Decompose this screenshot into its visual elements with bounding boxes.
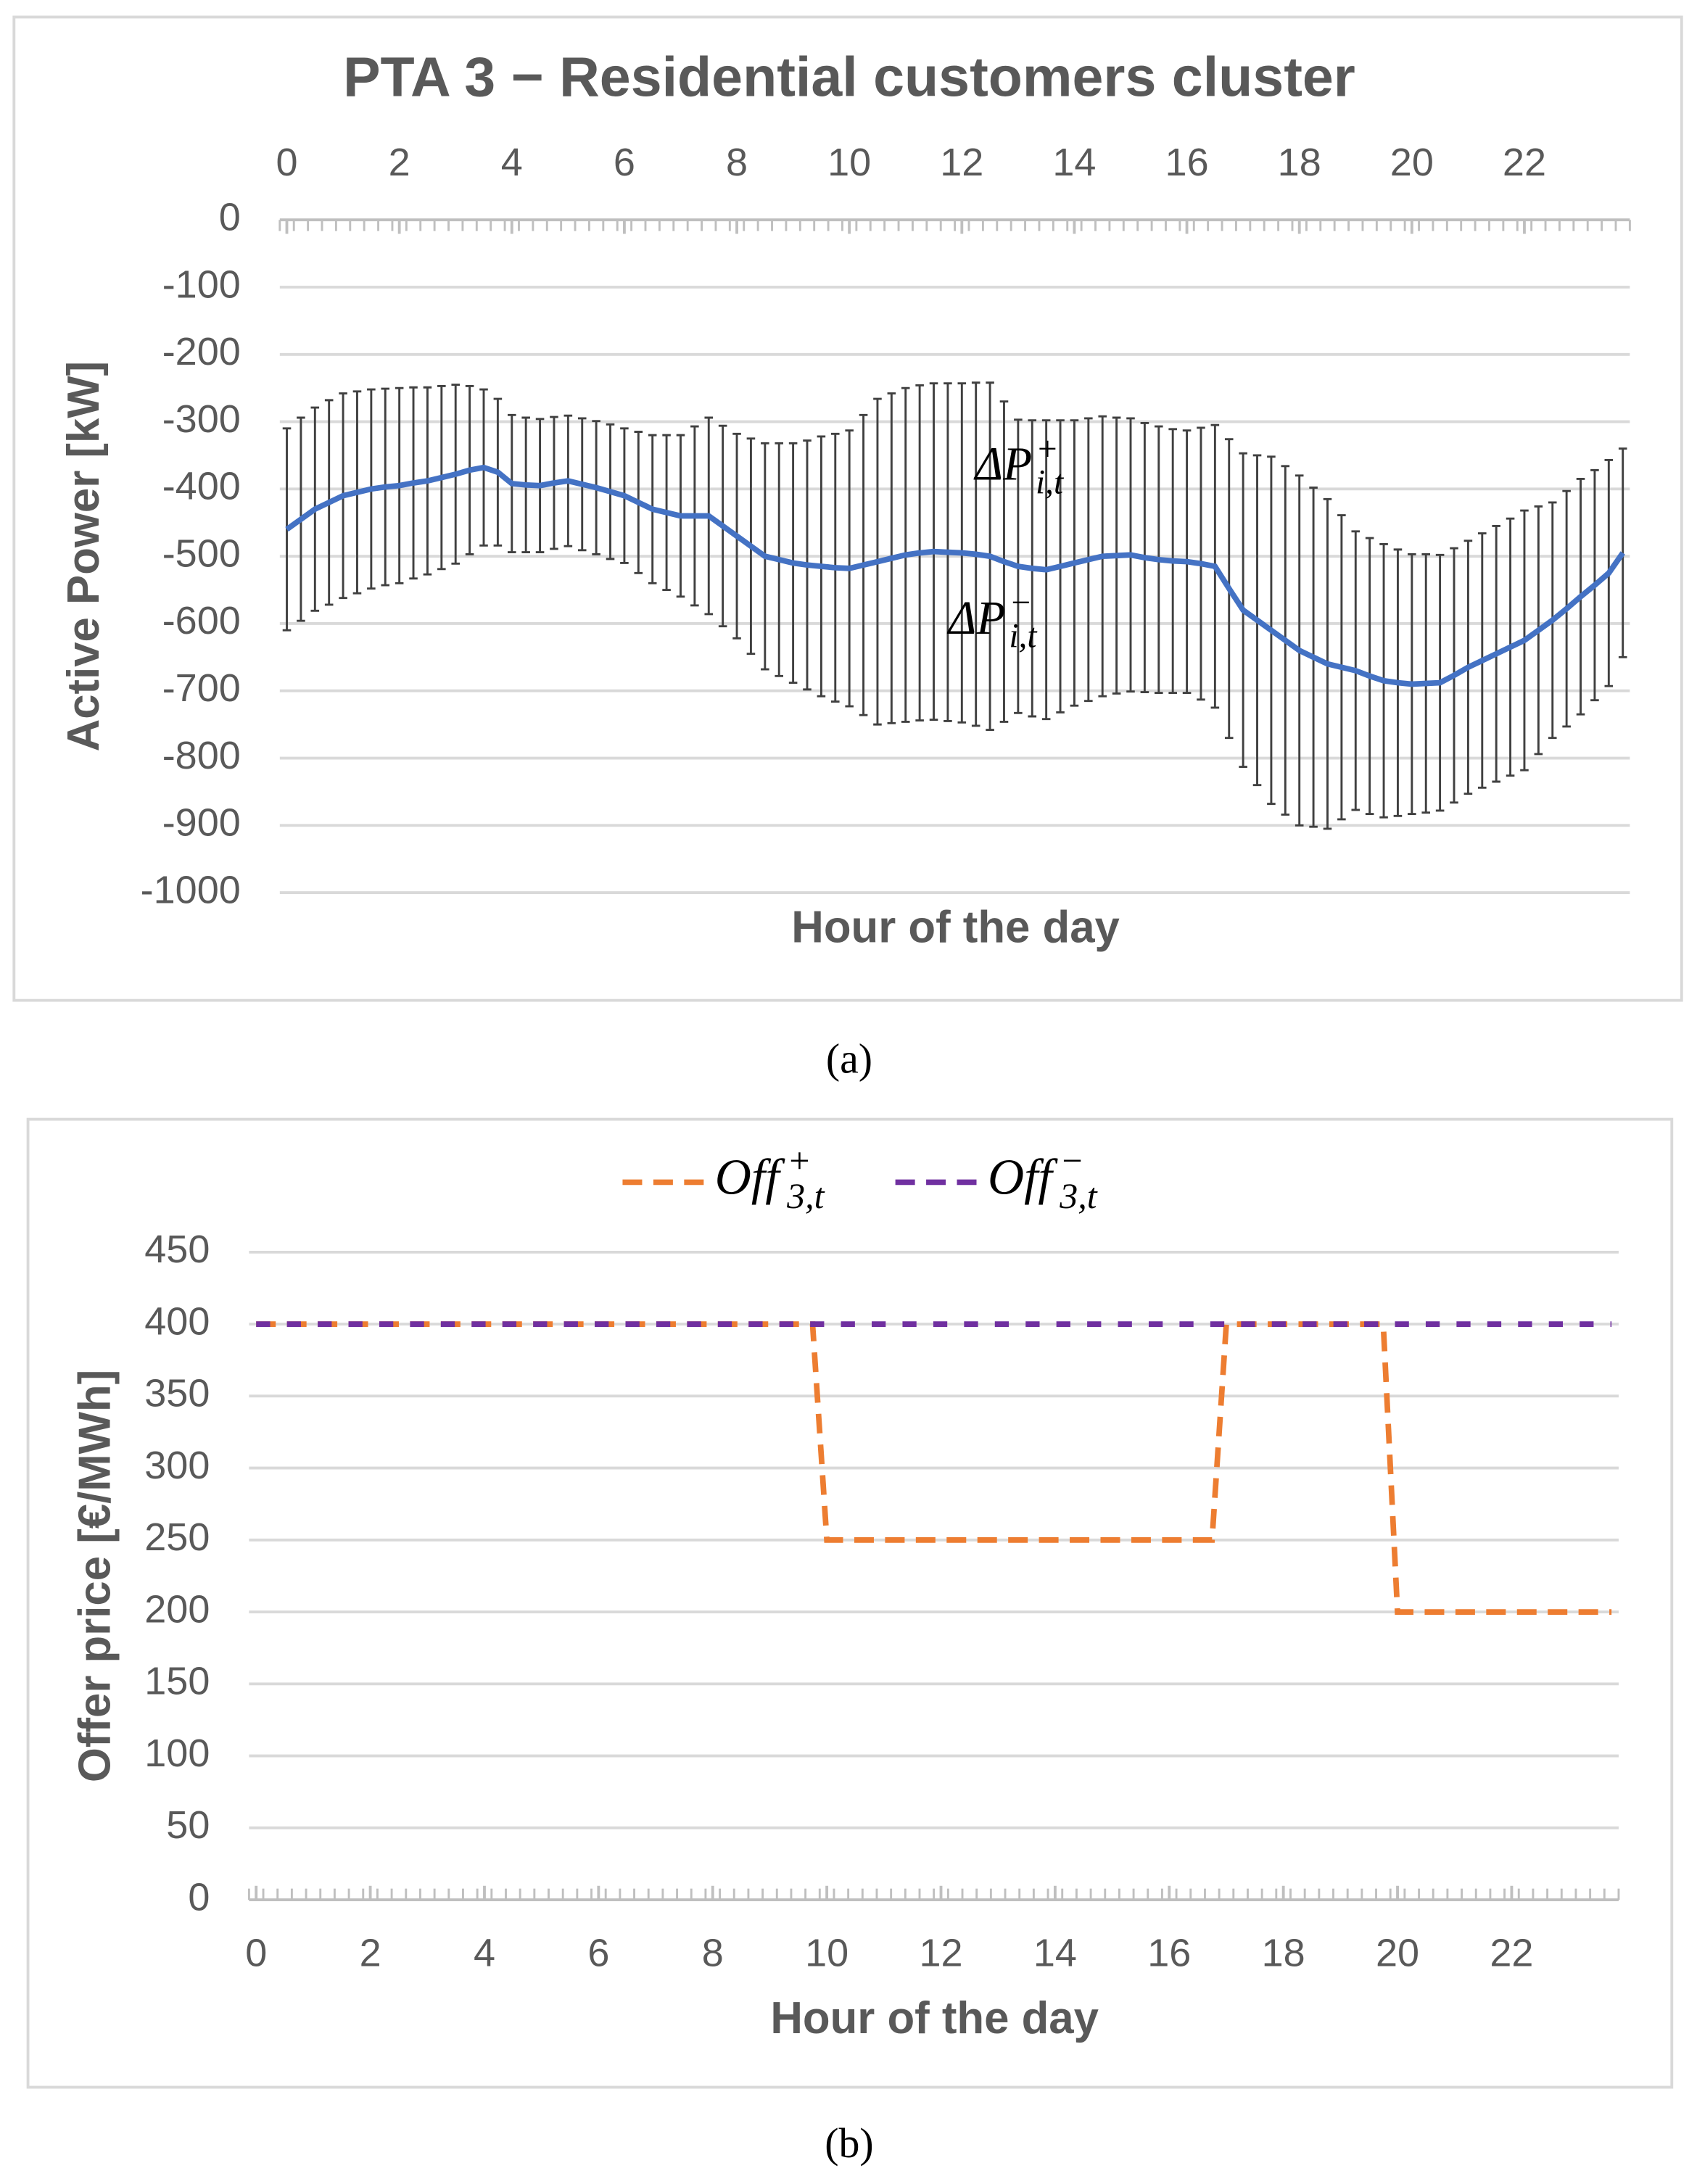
annotation-sup: + <box>1036 430 1059 468</box>
y-tick-label: -1000 <box>141 868 241 911</box>
x-tick-label: 16 <box>1165 141 1209 184</box>
y-tick-label: -100 <box>162 262 241 306</box>
y-tick-label: -800 <box>162 734 241 777</box>
y-tick-label: -500 <box>162 531 241 575</box>
y-axis-title: Offer price [€/MWh] <box>70 1370 120 1782</box>
y-tick-label: 0 <box>188 1875 210 1919</box>
x-tick-label: 22 <box>1503 141 1546 184</box>
x-tick-label: 16 <box>1147 1931 1191 1974</box>
error-bar <box>282 427 292 632</box>
x-tick-label: 22 <box>1490 1931 1533 1974</box>
chart-frame <box>12 15 1683 1002</box>
x-tick-label: 12 <box>940 141 983 184</box>
y-tick-label: 250 <box>144 1515 210 1559</box>
chart-frame <box>26 1117 1674 2089</box>
y-tick-label: 200 <box>144 1587 210 1631</box>
annotation-sub: i,t <box>1009 618 1038 655</box>
y-tick-label: 100 <box>144 1732 210 1775</box>
x-tick-label: 12 <box>919 1931 962 1974</box>
x-tick-label: 18 <box>1278 141 1321 184</box>
y-tick-label: 50 <box>166 1803 210 1847</box>
legend-label: Off <box>988 1149 1058 1205</box>
x-tick-label: 14 <box>1052 141 1096 184</box>
y-tick-label: 0 <box>219 195 241 239</box>
y-tick-label: 300 <box>144 1444 210 1487</box>
y-tick-label: 400 <box>144 1299 210 1343</box>
caption: (a) <box>826 1035 872 1083</box>
y-tick-label: -400 <box>162 465 241 508</box>
x-tick-label: 8 <box>702 1931 724 1974</box>
minor-ticks <box>278 220 1631 231</box>
x-axis-title: Hour of the day <box>770 1993 1099 2043</box>
y-tick-label: -600 <box>162 599 241 642</box>
y-axis-title: Active Power [kW] <box>59 361 109 751</box>
x-tick-label: 10 <box>805 1931 848 1974</box>
y-tick-label: -700 <box>162 666 241 710</box>
annotation-sub: i,t <box>1036 463 1065 501</box>
annotation-sup: − <box>1009 584 1032 622</box>
x-tick-label: 6 <box>614 141 635 184</box>
x-tick-label: 14 <box>1033 1931 1077 1974</box>
x-tick-label: 8 <box>726 141 748 184</box>
series-line <box>285 464 1625 687</box>
series-line <box>256 1321 1612 1615</box>
annotation: ΔP <box>946 592 1006 645</box>
x-tick-label: 18 <box>1262 1931 1305 1974</box>
caption: (b) <box>825 2119 873 2167</box>
x-tick-label: 10 <box>827 141 871 184</box>
y-tick-label: -300 <box>162 397 241 441</box>
x-tick-label: 20 <box>1390 141 1434 184</box>
x-tick-label: 0 <box>245 1931 267 1974</box>
y-tick-label: -900 <box>162 801 241 845</box>
annotation: ΔP <box>973 439 1033 491</box>
x-tick-label: 0 <box>276 141 297 184</box>
legend-label-sub: 3,t <box>786 1175 825 1216</box>
legend-label-sup: − <box>1060 1141 1084 1181</box>
chart-title: PTA 3 − Residential customers cluster <box>343 46 1355 109</box>
legend-label-sub: 3,t <box>1059 1175 1097 1216</box>
y-tick-label: -200 <box>162 330 241 373</box>
minor-ticks <box>247 1888 1620 1900</box>
legend-label: Off <box>715 1149 785 1205</box>
x-tick-label: 2 <box>389 141 410 184</box>
legend-label-sup: + <box>787 1141 812 1181</box>
x-tick-label: 4 <box>501 141 523 184</box>
x-tick-label: 20 <box>1376 1931 1419 1974</box>
x-tick-label: 6 <box>587 1931 609 1974</box>
x-tick-label: 2 <box>360 1931 381 1974</box>
y-tick-label: 350 <box>144 1372 210 1415</box>
y-tick-label: 450 <box>144 1228 210 1271</box>
x-axis-title: Hour of the day <box>791 903 1120 953</box>
x-tick-label: 4 <box>474 1931 495 1974</box>
y-tick-label: 150 <box>144 1660 210 1703</box>
